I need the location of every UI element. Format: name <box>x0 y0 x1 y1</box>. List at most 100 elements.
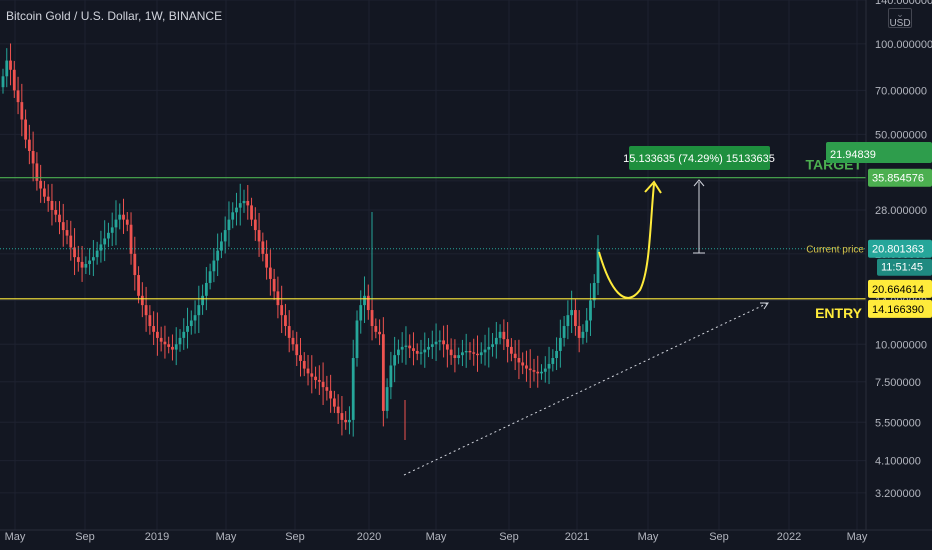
candle-body <box>1 76 5 88</box>
candle-up <box>566 300 570 340</box>
candle-body <box>585 320 589 332</box>
candle-body <box>272 278 276 292</box>
candle-down <box>374 318 378 339</box>
candle-body <box>397 349 400 356</box>
y-tick-label: 4.100000 <box>875 456 921 468</box>
candle-up <box>107 222 110 248</box>
candle-body <box>280 305 284 316</box>
candle-body <box>547 363 551 369</box>
candle-up <box>491 333 494 357</box>
candle-body <box>589 300 592 321</box>
candle-down <box>525 350 528 382</box>
candle-body <box>592 282 596 301</box>
candle-body <box>5 60 9 77</box>
y-tick-label: 3.200000 <box>875 488 921 500</box>
candle-down <box>412 332 415 366</box>
y-tick-label: 5.500000 <box>875 417 921 429</box>
candle-down <box>366 284 370 320</box>
candle-body <box>359 305 363 321</box>
candle-up <box>487 327 491 368</box>
candle-up <box>201 284 204 315</box>
candle-body <box>189 320 193 327</box>
candle-body <box>20 102 24 120</box>
candle-up <box>581 324 585 345</box>
candle-down <box>276 276 280 319</box>
currency-badge[interactable]: ⌄ USD <box>888 8 912 29</box>
candle-down <box>122 198 125 234</box>
candle-up <box>438 330 442 351</box>
candle-up <box>99 230 103 263</box>
top-price-badge: 21.94839 <box>826 142 932 163</box>
candle-up <box>238 183 242 226</box>
candle-down <box>442 325 446 358</box>
candle-down <box>133 236 137 291</box>
candle-up <box>400 332 404 363</box>
candle-down <box>321 362 325 405</box>
candle-up <box>348 406 351 435</box>
candle-body <box>577 326 581 338</box>
candle-up <box>118 203 122 230</box>
candle-body <box>58 214 61 223</box>
candle-body <box>445 344 449 350</box>
candle-down <box>513 340 517 371</box>
candle-down <box>140 282 144 318</box>
candle-up <box>208 263 212 290</box>
measure-arrow-icon <box>693 179 705 187</box>
candle-body <box>186 326 189 332</box>
candle-body <box>80 261 84 268</box>
candle-up <box>197 285 201 334</box>
candle-up <box>385 378 389 419</box>
x-tick-label: May <box>638 531 659 543</box>
candle-down <box>329 374 333 413</box>
candle-down <box>332 390 336 414</box>
candle-body <box>321 381 325 388</box>
x-tick-label: 2021 <box>565 531 589 543</box>
candle-down <box>381 317 385 427</box>
candle-body <box>393 355 397 366</box>
candle-body <box>521 362 525 366</box>
x-tick-label: 2019 <box>145 531 169 543</box>
candle-down <box>314 366 317 389</box>
candle-up <box>397 339 400 364</box>
candle-body <box>494 337 498 345</box>
candle-body <box>536 371 540 374</box>
candle-up <box>589 283 592 336</box>
candle-body <box>570 310 574 316</box>
candle-down <box>408 334 412 358</box>
candle-down <box>370 294 374 341</box>
candle-body <box>385 387 389 411</box>
last-price-tag: 20.664614 <box>868 279 932 298</box>
candle-down <box>80 245 84 282</box>
candle-body <box>423 349 427 353</box>
candle-body <box>502 331 506 340</box>
candle-body <box>415 350 419 354</box>
candle-body <box>400 346 404 350</box>
candle-down <box>295 331 299 367</box>
countdown-tag-text: 11:51:45 <box>881 262 923 274</box>
candle-down <box>574 298 577 336</box>
candle-body <box>419 352 423 354</box>
candle-body <box>27 139 31 151</box>
candle-body <box>16 90 20 103</box>
candle-down <box>35 152 39 191</box>
top-price-badge-text: 21.94839 <box>830 149 876 161</box>
candle-body <box>155 331 159 338</box>
candle-up <box>216 233 220 277</box>
candle-body <box>351 358 355 420</box>
candle-body <box>212 260 216 272</box>
candle-body <box>408 345 412 349</box>
candle-body <box>506 339 510 347</box>
candle-down <box>340 396 344 436</box>
candle-body <box>54 209 58 215</box>
candle-body <box>464 350 468 353</box>
candle-down <box>468 342 472 360</box>
candle-body <box>76 257 80 262</box>
entry-price-tag-bg <box>868 299 932 318</box>
candle-down <box>246 185 250 220</box>
candle-down <box>280 285 284 334</box>
candle-down <box>287 310 291 353</box>
candle-up <box>427 338 430 358</box>
candle-body <box>461 352 464 356</box>
x-tick-label: Sep <box>75 531 95 543</box>
